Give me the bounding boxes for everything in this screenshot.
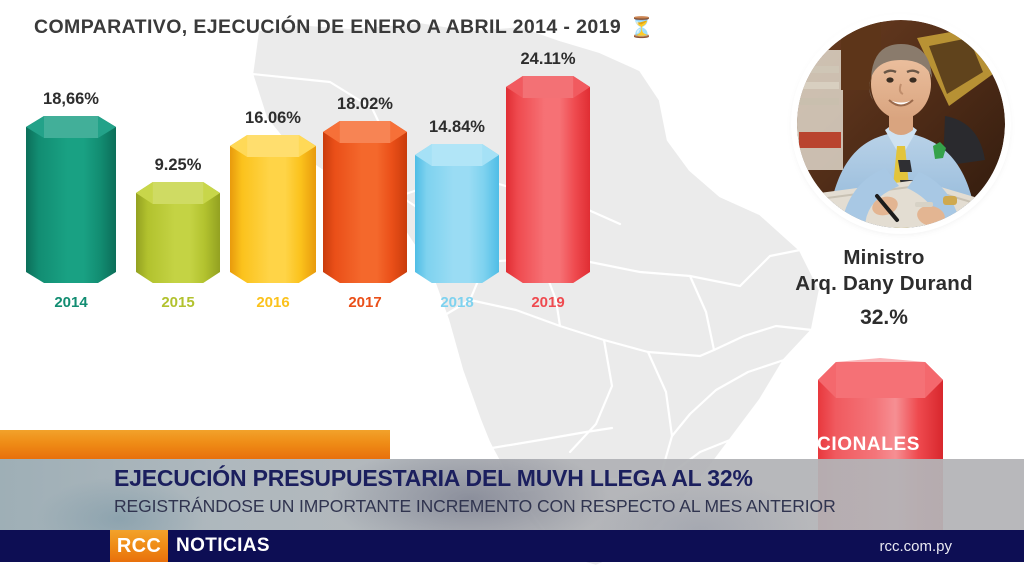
bar-2014: 18,66% 2014 [26,90,116,311]
bar-value-label: 24.11% [520,50,576,68]
bar-value-label: 18,66% [43,90,99,108]
lower-third: NACIONALES EJECUCIÓN PRESUPUESTARIA DEL … [0,420,1024,575]
bar-cylinder [323,121,407,283]
website-label: rcc.com.py [879,538,952,555]
minister-role: Ministro [843,246,925,269]
bar-chart: 18,66% 2014 9.25% 2015 16.06% 2016 18.02% 2017 1… [0,0,620,320]
bar-value-label: 18.02% [337,95,393,113]
bar-2017: 18.02% 2017 [323,95,407,311]
bar-cylinder [506,76,590,283]
avatar [797,20,1005,228]
chart-title-row: COMPARATIVO, EJECUCIÓN DE ENERO A ABRIL … [34,16,654,39]
bar-year-label: 2015 [161,294,195,311]
minister-caption: Ministro Arq. Dany Durand 32.% [744,246,1024,330]
channel-band [0,530,1024,562]
page-title: COMPARATIVO, EJECUCIÓN DE ENERO A ABRIL … [34,16,622,38]
bar-2018: 14.84% 2018 [415,118,499,311]
bar-cylinder [136,182,220,283]
minister-name: Arq. Dany Durand [795,272,973,295]
bar-year-label: 2017 [348,294,382,311]
category-label: NACIONALES [788,434,920,455]
category-band [0,430,390,459]
bar-2019: 24.11% 2019 [506,50,590,311]
bar-year-label: 2014 [54,294,88,311]
bar-year-label: 2019 [531,294,565,311]
bar-year-label: 2018 [440,294,474,311]
bar-cylinder [415,144,499,283]
minister-percent: 32.% [860,306,908,329]
headline: EJECUCIÓN PRESUPUESTARIA DEL MUVH LLEGA … [114,465,753,491]
channel-label: NOTICIAS [176,535,270,556]
bar-year-label: 2016 [256,294,290,311]
subheadline: REGISTRÁNDOSE UN IMPORTANTE INCREMENTO C… [114,496,836,516]
bar-2015: 9.25% 2015 [136,156,220,311]
rcc-logo: RCC [110,530,168,562]
bar-value-label: 16.06% [245,109,301,127]
bar-2016: 16.06% 2016 [230,109,316,311]
bar-value-label: 14.84% [429,118,485,136]
bar-value-label: 9.25% [154,156,202,174]
rcc-logo-text: RCC [116,534,162,557]
bar-cylinder [230,135,316,283]
bar-cylinder [26,116,116,283]
hourglass-icon: ⏳ [629,16,655,39]
